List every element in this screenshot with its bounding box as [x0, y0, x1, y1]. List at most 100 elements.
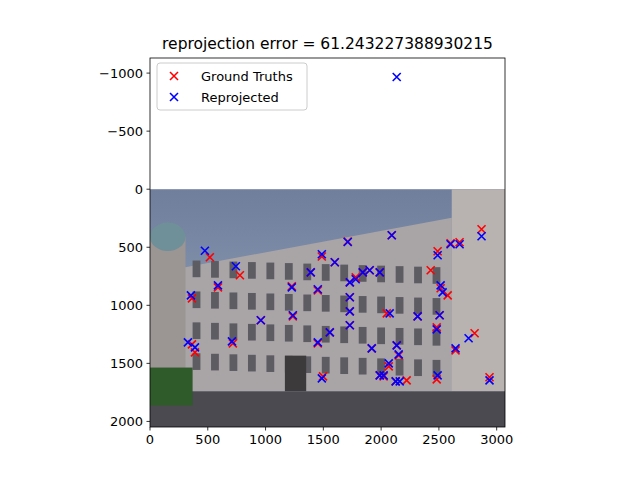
window	[193, 261, 201, 278]
point	[486, 376, 494, 384]
photo	[150, 189, 505, 427]
y-tick	[147, 131, 151, 132]
y-tick	[147, 189, 151, 190]
dome	[150, 222, 186, 251]
point	[331, 258, 339, 266]
point	[393, 341, 401, 349]
point	[434, 247, 442, 255]
x-tick-label: 3000	[480, 432, 513, 447]
point	[228, 337, 236, 345]
point	[478, 232, 486, 240]
point	[236, 271, 244, 279]
point	[392, 377, 400, 385]
window	[303, 325, 311, 342]
point	[359, 268, 367, 276]
legend-box	[157, 63, 307, 110]
window	[414, 298, 422, 315]
chart: 050010001500200025003000−1000−5000500100…	[0, 0, 640, 480]
window	[322, 357, 330, 374]
window	[211, 323, 219, 340]
point	[465, 334, 473, 342]
y-tick-label: 2000	[110, 414, 143, 429]
point	[346, 321, 354, 329]
y-tick	[147, 73, 151, 74]
x-tick	[207, 427, 208, 431]
x-tick-label: 2000	[365, 432, 398, 447]
window	[433, 267, 441, 284]
x-tick-label: 1000	[249, 432, 282, 447]
window	[396, 266, 404, 283]
point	[376, 268, 384, 276]
window	[396, 359, 404, 376]
window	[266, 324, 274, 341]
point	[206, 253, 214, 261]
window	[396, 297, 404, 314]
window	[266, 263, 274, 280]
window	[211, 261, 219, 278]
title: reprojection error = 61.243227388930215	[162, 35, 493, 53]
legend: Ground TruthsReprojected	[157, 63, 307, 110]
point	[434, 371, 442, 379]
window	[230, 292, 238, 309]
window	[414, 267, 422, 284]
point	[257, 316, 265, 324]
point	[393, 341, 401, 349]
window	[230, 354, 238, 371]
frame	[150, 58, 505, 427]
point	[427, 266, 435, 274]
window	[248, 355, 256, 372]
sky	[150, 189, 505, 427]
point	[346, 293, 354, 301]
window	[266, 355, 274, 372]
point	[368, 344, 376, 352]
point	[314, 285, 322, 293]
x-tick	[381, 427, 382, 431]
legend-label: Reprojected	[201, 90, 279, 105]
y-tick-label: −500	[107, 124, 143, 139]
window	[414, 359, 422, 376]
x-tick	[438, 427, 439, 431]
window	[248, 324, 256, 341]
y-tick-label: 500	[118, 240, 143, 255]
point	[187, 291, 195, 299]
window	[285, 325, 293, 342]
point	[437, 281, 445, 289]
point	[318, 250, 326, 258]
window	[266, 293, 274, 310]
point	[388, 231, 396, 239]
point	[436, 311, 444, 319]
point	[388, 231, 396, 239]
y-tick	[147, 247, 151, 248]
window	[248, 262, 256, 279]
point	[184, 338, 192, 346]
point	[314, 338, 322, 346]
x-tick	[265, 427, 266, 431]
point	[346, 321, 354, 329]
point	[344, 238, 352, 246]
point	[393, 73, 401, 81]
point	[366, 266, 374, 274]
point	[366, 266, 374, 274]
window	[340, 357, 348, 374]
point	[331, 258, 339, 266]
window	[414, 328, 422, 345]
y-tick-label: 0	[135, 182, 143, 197]
point	[452, 344, 460, 352]
y-tick-label: −1000	[99, 66, 143, 81]
point	[368, 344, 376, 352]
x-tick-label: 500	[195, 432, 220, 447]
y-tick-label: 1000	[110, 298, 143, 313]
x-tick-label: 1500	[307, 432, 340, 447]
point	[307, 268, 315, 276]
point	[288, 283, 296, 291]
point	[191, 343, 199, 351]
point	[289, 311, 297, 319]
facade	[150, 218, 452, 392]
point	[380, 371, 388, 379]
point	[436, 311, 444, 319]
point	[376, 268, 384, 276]
point	[392, 377, 400, 385]
window	[359, 296, 367, 313]
tractor	[150, 368, 193, 406]
point	[352, 275, 360, 283]
